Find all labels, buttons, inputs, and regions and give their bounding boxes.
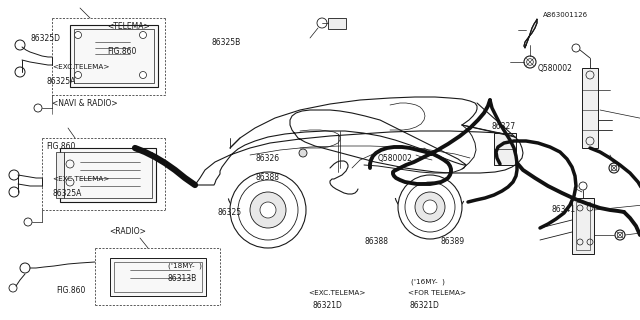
- Circle shape: [74, 31, 81, 38]
- Bar: [328, 18, 346, 29]
- Text: FIG.860: FIG.860: [108, 47, 137, 56]
- Circle shape: [250, 192, 286, 228]
- Text: Q580002: Q580002: [538, 64, 572, 73]
- Circle shape: [238, 180, 298, 240]
- Text: 86326: 86326: [256, 154, 280, 163]
- Circle shape: [9, 170, 19, 180]
- Text: <EXC.TELEMA>: <EXC.TELEMA>: [52, 176, 110, 182]
- Text: 86388: 86388: [256, 173, 280, 182]
- Text: 86321D: 86321D: [312, 301, 342, 310]
- Bar: [60, 148, 156, 202]
- Bar: [572, 198, 594, 254]
- Circle shape: [317, 18, 327, 28]
- Bar: [576, 202, 590, 250]
- Text: 86389: 86389: [440, 237, 465, 246]
- Text: 86325A: 86325A: [52, 189, 82, 198]
- Circle shape: [260, 202, 276, 218]
- Circle shape: [15, 67, 25, 77]
- Bar: [110, 258, 206, 296]
- Bar: [70, 25, 158, 87]
- Circle shape: [9, 284, 17, 292]
- Text: FIG.860: FIG.860: [46, 142, 76, 151]
- Text: ('18MY-  ): ('18MY- ): [168, 262, 202, 269]
- Text: <EXC.TELEMA>: <EXC.TELEMA>: [52, 64, 110, 70]
- Text: 86325A: 86325A: [46, 77, 76, 86]
- Circle shape: [9, 187, 19, 197]
- Text: 86388: 86388: [365, 237, 388, 246]
- Text: <EXC.TELEMA>: <EXC.TELEMA>: [308, 290, 366, 296]
- Text: ('16MY-  ): ('16MY- ): [411, 278, 445, 285]
- Text: <TELEMA>: <TELEMA>: [108, 22, 150, 31]
- Circle shape: [74, 71, 81, 78]
- Text: <RADIO>: <RADIO>: [109, 227, 146, 236]
- Circle shape: [405, 182, 455, 232]
- Circle shape: [423, 200, 437, 214]
- Text: 86325D: 86325D: [31, 34, 61, 43]
- Circle shape: [20, 263, 30, 273]
- Text: <FOR TELEMA>: <FOR TELEMA>: [408, 290, 467, 296]
- Bar: [494, 133, 516, 165]
- Circle shape: [579, 182, 587, 190]
- Circle shape: [230, 172, 306, 248]
- Text: Q580002: Q580002: [378, 154, 412, 163]
- Text: 86321D: 86321D: [410, 301, 440, 310]
- Circle shape: [572, 44, 580, 52]
- Bar: [56, 152, 64, 198]
- Circle shape: [34, 104, 42, 112]
- Circle shape: [140, 31, 147, 38]
- Circle shape: [15, 40, 25, 50]
- Circle shape: [140, 71, 147, 78]
- Circle shape: [415, 192, 445, 222]
- Text: 86313B: 86313B: [168, 274, 197, 283]
- Text: FIG.860: FIG.860: [56, 286, 86, 295]
- Bar: [114, 262, 202, 292]
- Circle shape: [398, 175, 462, 239]
- Text: 86327: 86327: [492, 122, 516, 131]
- Bar: [582, 68, 598, 148]
- Bar: [74, 29, 154, 83]
- Text: 86325: 86325: [218, 208, 242, 217]
- Text: <NAVI & RADIO>: <NAVI & RADIO>: [52, 99, 118, 108]
- Polygon shape: [195, 110, 523, 185]
- Text: 86325B: 86325B: [211, 38, 241, 47]
- Bar: [64, 152, 152, 198]
- Text: A863001126: A863001126: [543, 12, 588, 18]
- Circle shape: [24, 218, 32, 226]
- Polygon shape: [524, 19, 537, 48]
- Text: 86341: 86341: [552, 205, 576, 214]
- Circle shape: [299, 149, 307, 157]
